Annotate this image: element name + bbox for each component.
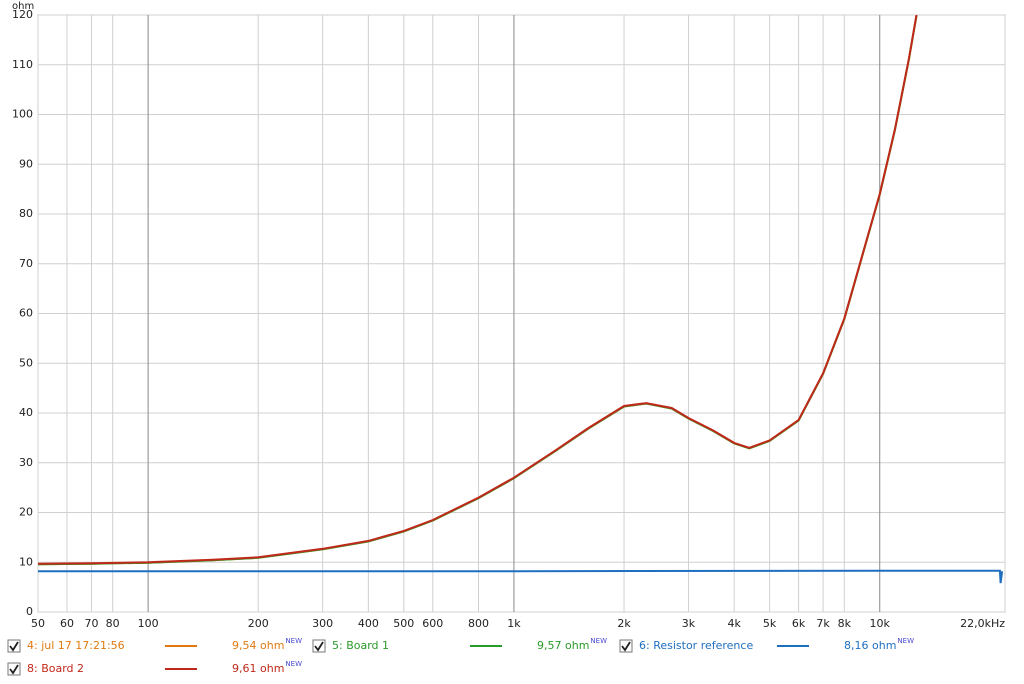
x-tick-label: 8k bbox=[838, 617, 852, 630]
x-tick-label: 50 bbox=[31, 617, 45, 630]
x-tick-label: 800 bbox=[468, 617, 489, 630]
x-tick-label: 3k bbox=[682, 617, 696, 630]
y-tick-label: 0 bbox=[26, 605, 33, 618]
y-tick-label: 90 bbox=[19, 157, 33, 170]
y-tick-label: 40 bbox=[19, 406, 33, 419]
checkmark bbox=[314, 641, 324, 652]
y-tick-label: 50 bbox=[19, 356, 33, 369]
x-tick-label: 600 bbox=[422, 617, 443, 630]
legend-checkbox[interactable] bbox=[7, 662, 21, 676]
x-tick-label: 2k bbox=[617, 617, 631, 630]
x-tick-label: 70 bbox=[84, 617, 98, 630]
y-axis-label: ohm bbox=[12, 1, 34, 12]
legend-label: 4: jul 17 17:21:56 bbox=[27, 639, 125, 652]
x-tick-label: 300 bbox=[312, 617, 333, 630]
y-tick-label: 110 bbox=[12, 58, 33, 71]
checkmark bbox=[621, 641, 631, 652]
x-tick-label: 7k bbox=[816, 617, 830, 630]
checkmark bbox=[9, 641, 19, 652]
x-tick-label: 60 bbox=[60, 617, 74, 630]
legend-label: 6: Resistor reference bbox=[639, 639, 753, 652]
y-tick-label: 70 bbox=[19, 257, 33, 270]
legend-readout: 9,57 ohm bbox=[537, 639, 589, 652]
y-tick-label: 100 bbox=[12, 108, 33, 121]
x-tick-label: 400 bbox=[358, 617, 379, 630]
legend-readout: 8,16 ohm bbox=[844, 639, 896, 652]
legend-tag: NEW bbox=[590, 637, 607, 645]
y-tick-label: 60 bbox=[19, 307, 33, 320]
legend-checkbox[interactable] bbox=[619, 639, 633, 653]
x-tick-label: 22,0kHz bbox=[960, 617, 1005, 630]
y-tick-label: 20 bbox=[19, 506, 33, 519]
legend-checkbox[interactable] bbox=[7, 639, 21, 653]
x-tick-label: 6k bbox=[792, 617, 806, 630]
legend-readout: 9,54 ohm bbox=[232, 639, 284, 652]
series-line bbox=[38, 15, 918, 565]
checkmark bbox=[9, 664, 19, 675]
x-tick-label: 1k bbox=[507, 617, 521, 630]
legend-tag: NEW bbox=[897, 637, 914, 645]
series-line bbox=[38, 569, 1004, 584]
legend-label: 8: Board 2 bbox=[27, 662, 84, 675]
legend-tag: NEW bbox=[285, 637, 302, 645]
x-tick-label: 80 bbox=[106, 617, 120, 630]
legend-tag: NEW bbox=[285, 660, 302, 668]
legend-label: 5: Board 1 bbox=[332, 639, 389, 652]
y-tick-label: 30 bbox=[19, 456, 33, 469]
x-tick-label: 200 bbox=[248, 617, 269, 630]
x-tick-label: 10k bbox=[870, 617, 891, 630]
legend-readout: 9,61 ohm bbox=[232, 662, 284, 675]
x-tick-label: 500 bbox=[393, 617, 414, 630]
x-tick-label: 5k bbox=[763, 617, 777, 630]
legend-checkbox[interactable] bbox=[312, 639, 326, 653]
y-tick-label: 80 bbox=[19, 207, 33, 220]
y-tick-label: 10 bbox=[19, 555, 33, 568]
x-tick-label: 100 bbox=[138, 617, 159, 630]
y-tick-label: 120 bbox=[12, 8, 33, 21]
x-tick-label: 4k bbox=[727, 617, 741, 630]
